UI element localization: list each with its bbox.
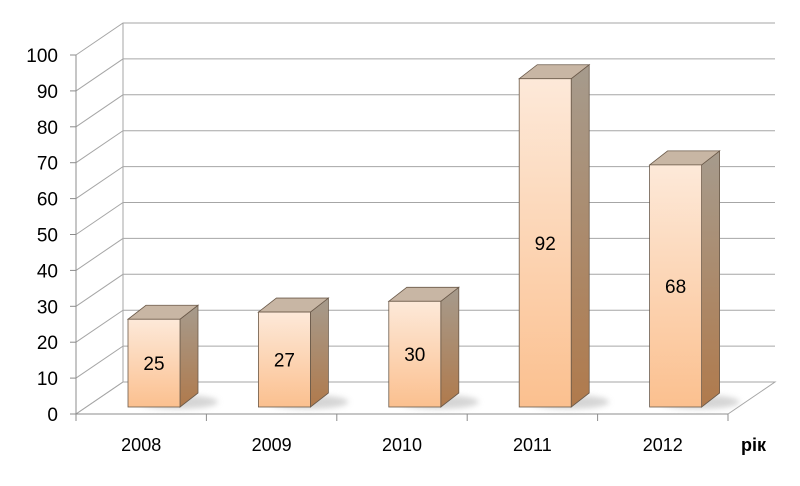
data-label: 68 bbox=[665, 277, 686, 298]
bar-side bbox=[440, 286, 460, 408]
gridline bbox=[75, 58, 775, 92]
bar-side bbox=[309, 297, 329, 408]
bar-2008 bbox=[126, 304, 218, 409]
x-tick-label: 2011 bbox=[513, 435, 552, 455]
y-tick-label: 10 bbox=[37, 369, 58, 390]
y-tick-label: 70 bbox=[37, 154, 58, 175]
data-label: 27 bbox=[274, 351, 295, 372]
bar-side bbox=[179, 304, 199, 408]
bar-front bbox=[388, 300, 442, 408]
gridline bbox=[75, 22, 775, 56]
y-tick-label: 100 bbox=[26, 46, 58, 67]
data-label: 30 bbox=[404, 345, 425, 366]
data-label: 25 bbox=[143, 354, 164, 375]
bar-side bbox=[701, 150, 720, 408]
labels: 0 10 20 30 40 50 60 70 80 90 100 25 2008 27 2009 30 2010… bbox=[26, 46, 686, 455]
bar-2009 bbox=[257, 297, 349, 409]
bar-2011 bbox=[518, 63, 610, 409]
x-tick-label: 2008 bbox=[121, 435, 161, 455]
bar-2012 bbox=[648, 150, 740, 409]
y-tick-label: 0 bbox=[47, 405, 58, 426]
x-tick-label: 2009 bbox=[252, 435, 292, 455]
y-tick-label: 40 bbox=[37, 261, 58, 282]
y-tick-label: 30 bbox=[37, 297, 58, 318]
axes bbox=[70, 54, 729, 421]
y-tick-label: 20 bbox=[37, 333, 58, 354]
y-tick-label: 80 bbox=[37, 118, 58, 139]
bars bbox=[126, 63, 740, 409]
y-tick-label: 50 bbox=[37, 226, 58, 247]
bar-2010 bbox=[387, 286, 479, 409]
bar-front bbox=[257, 311, 311, 408]
y-tick-label: 90 bbox=[37, 82, 58, 103]
bar-front bbox=[127, 318, 181, 408]
y-tick-label: 60 bbox=[37, 190, 58, 211]
x-tick-label: 2010 bbox=[382, 435, 422, 455]
bar-front bbox=[649, 164, 702, 408]
bar-front bbox=[518, 78, 572, 408]
x-tick-label: 2012 bbox=[643, 435, 683, 455]
bar-side bbox=[570, 63, 590, 408]
gridline bbox=[75, 94, 775, 128]
x-axis-unit-label: рік bbox=[741, 435, 767, 455]
data-label: 92 bbox=[535, 234, 556, 255]
